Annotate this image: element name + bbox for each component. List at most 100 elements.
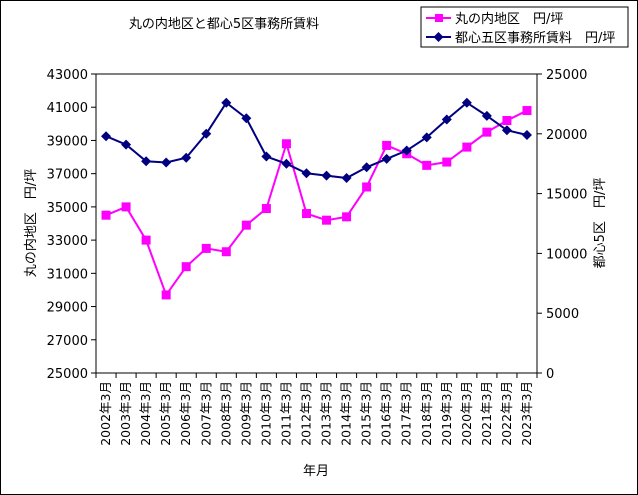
chart-title: 丸の内地区と都心5区事務所賃料 bbox=[129, 16, 319, 32]
data-point-marunouchi bbox=[181, 262, 191, 272]
data-point-toshin5ku bbox=[101, 131, 112, 142]
data-point-marunouchi bbox=[422, 160, 432, 170]
left-y-tick-label: 27000 bbox=[47, 334, 88, 349]
data-point-toshin5ku bbox=[201, 128, 212, 139]
x-category-label: 2003年3月 bbox=[118, 381, 133, 446]
left-y-tick-label: 37000 bbox=[47, 168, 88, 183]
x-category-label: 2006年3月 bbox=[178, 381, 193, 446]
x-category-label: 2022年3月 bbox=[499, 381, 514, 446]
x-category-label: 2002年3月 bbox=[98, 381, 113, 446]
left-y-axis-title: 丸の内地区 円/坪 bbox=[23, 169, 39, 277]
x-category-label: 2010年3月 bbox=[258, 381, 273, 446]
x-axis-ticks: 2002年3月 2003年3月 2004年3月 2005年3月 2006年3月 2007年… bbox=[95, 373, 538, 446]
right-y-tick-label: 0 bbox=[546, 367, 554, 382]
plot-area bbox=[95, 73, 538, 374]
x-category-label: 2023年3月 bbox=[519, 381, 534, 446]
legend-label-toshin5ku: 都心五区事務所賃料 円/坪 bbox=[455, 31, 615, 46]
left-y-tick-label: 31000 bbox=[47, 267, 88, 282]
data-point-marunouchi bbox=[502, 116, 512, 126]
right-y-axis-title: 都心5区 円/坪 bbox=[593, 178, 608, 269]
data-point-marunouchi bbox=[342, 212, 352, 222]
data-point-marunouchi bbox=[382, 140, 392, 150]
data-point-toshin5ku bbox=[401, 145, 412, 156]
data-point-toshin5ku bbox=[221, 97, 232, 108]
series-line-marunouchi bbox=[105, 109, 528, 298]
legend-marker-marunouchi bbox=[435, 14, 443, 22]
data-point-toshin5ku bbox=[121, 139, 132, 150]
left-y-tick-label: 29000 bbox=[47, 301, 88, 316]
data-point-toshin5ku bbox=[361, 162, 372, 173]
data-point-toshin5ku bbox=[241, 113, 252, 124]
x-category-label: 2021年3月 bbox=[479, 381, 494, 446]
data-point-marunouchi bbox=[522, 106, 532, 116]
data-point-marunouchi bbox=[201, 243, 211, 253]
data-point-toshin5ku bbox=[421, 132, 432, 143]
x-category-label: 2014年3月 bbox=[339, 381, 354, 446]
left-y-tick-label: 41000 bbox=[47, 101, 88, 116]
data-point-toshin5ku bbox=[341, 173, 352, 184]
data-point-marunouchi bbox=[221, 247, 231, 257]
left-y-tick-label: 43000 bbox=[47, 68, 88, 83]
data-point-marunouchi bbox=[362, 182, 372, 192]
data-point-toshin5ku bbox=[441, 114, 452, 125]
x-category-label: 2007年3月 bbox=[198, 381, 213, 446]
left-y-axis-ticks: 25000 27000 29000 31000 33000 35000 37000 39000… bbox=[47, 68, 96, 382]
data-point-marunouchi bbox=[301, 209, 311, 219]
x-category-label: 2004年3月 bbox=[138, 381, 153, 446]
data-point-marunouchi bbox=[281, 139, 291, 149]
left-y-tick-label: 33000 bbox=[47, 234, 88, 249]
x-category-label: 2017年3月 bbox=[399, 381, 414, 446]
data-point-toshin5ku bbox=[301, 168, 312, 179]
legend-marker-toshin5ku bbox=[433, 32, 444, 42]
right-y-tick-label: 10000 bbox=[546, 247, 587, 262]
data-point-toshin5ku bbox=[321, 170, 332, 181]
data-point-marunouchi bbox=[322, 215, 332, 225]
data-point-toshin5ku bbox=[181, 152, 192, 163]
data-point-marunouchi bbox=[161, 290, 171, 300]
data-point-marunouchi bbox=[241, 220, 251, 230]
data-point-marunouchi bbox=[101, 210, 111, 220]
x-category-label: 2011年3月 bbox=[278, 381, 293, 446]
legend-box bbox=[420, 6, 629, 48]
data-point-marunouchi bbox=[462, 142, 472, 152]
left-y-tick-label: 35000 bbox=[47, 201, 88, 216]
series-line-toshin5ku bbox=[105, 101, 528, 180]
data-point-toshin5ku bbox=[521, 129, 532, 140]
x-category-label: 2009年3月 bbox=[238, 381, 253, 446]
x-category-label: 2008年3月 bbox=[218, 381, 233, 446]
right-y-tick-label: 15000 bbox=[546, 188, 587, 203]
data-point-toshin5ku bbox=[381, 153, 392, 164]
x-category-label: 2015年3月 bbox=[359, 381, 374, 446]
x-category-label: 2012年3月 bbox=[298, 381, 313, 446]
x-category-label: 2018年3月 bbox=[419, 381, 434, 446]
x-category-label: 2013年3月 bbox=[319, 381, 334, 446]
left-y-tick-label: 25000 bbox=[47, 367, 88, 382]
data-point-marunouchi bbox=[261, 204, 271, 214]
data-point-marunouchi bbox=[121, 202, 131, 212]
x-category-label: 2019年3月 bbox=[439, 381, 454, 446]
x-axis-title: 年月 bbox=[303, 464, 329, 479]
data-point-marunouchi bbox=[442, 157, 452, 167]
legend: 丸の内地区 円/坪 都心五区事務所賃料 円/坪 bbox=[420, 6, 629, 48]
x-category-label: 2020年3月 bbox=[459, 381, 474, 446]
x-category-label: 2005年3月 bbox=[158, 381, 173, 446]
x-category-label: 2016年3月 bbox=[379, 381, 394, 446]
data-point-toshin5ku bbox=[141, 156, 152, 167]
data-point-toshin5ku bbox=[501, 125, 512, 136]
left-y-tick-label: 39000 bbox=[47, 134, 88, 149]
series-layer bbox=[101, 97, 532, 300]
right-y-tick-label: 25000 bbox=[546, 68, 587, 83]
data-point-toshin5ku bbox=[461, 97, 472, 108]
data-point-toshin5ku bbox=[281, 158, 292, 169]
data-point-marunouchi bbox=[482, 127, 492, 137]
data-point-toshin5ku bbox=[261, 151, 272, 162]
right-y-tick-label: 20000 bbox=[546, 128, 587, 143]
data-point-toshin5ku bbox=[481, 110, 492, 121]
right-y-tick-label: 5000 bbox=[546, 307, 579, 322]
legend-label-marunouchi: 丸の内地区 円/坪 bbox=[455, 11, 563, 27]
right-y-axis-ticks: 0 5000 10000 15000 20000 25000 bbox=[537, 68, 587, 382]
data-point-toshin5ku bbox=[161, 157, 172, 168]
data-point-marunouchi bbox=[141, 235, 151, 245]
